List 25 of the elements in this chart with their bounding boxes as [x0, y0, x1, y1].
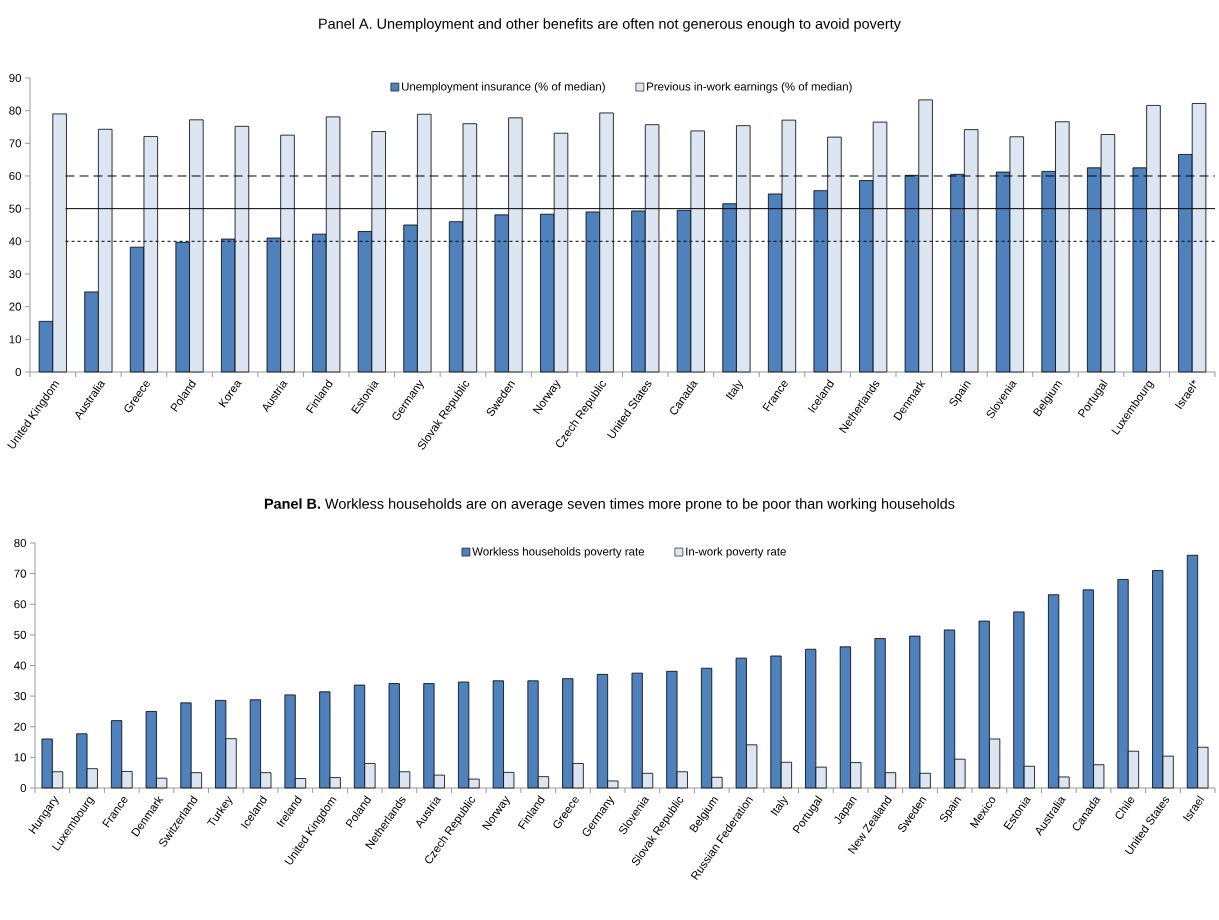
y-tick-label: 90	[9, 73, 22, 83]
y-tick-label: 70	[14, 569, 27, 578]
y-tick-label: 50	[9, 204, 22, 213]
chart-title: Panel A. Unemployment and other benefits are often not generous enough to avoid poverty	[319, 18, 901, 32]
y-tick-label: 10	[9, 335, 22, 344]
y-tick-label: 80	[14, 538, 27, 548]
y-tick-label: 20	[14, 722, 27, 731]
y-tick-label: 40	[14, 661, 27, 670]
y-tick-label: 80	[9, 106, 22, 115]
legend-label: Workless households poverty rate	[472, 547, 645, 558]
legend-label: In-work poverty rate	[686, 547, 786, 558]
y-tick-label: 0	[15, 367, 22, 377]
y-tick-label: 60	[9, 171, 22, 181]
chart-title: Panel B. Workless households are on average seven times more prone to be poor than working households	[264, 498, 955, 512]
y-tick-label: 10	[14, 753, 27, 762]
y-tick-label: 30	[9, 269, 22, 279]
y-tick-label: 20	[9, 302, 22, 311]
y-tick-label: 60	[14, 600, 27, 609]
y-tick-label: 40	[9, 237, 22, 246]
legend-label: Unemployment insurance (% of median)	[402, 82, 605, 93]
y-tick-label: 30	[14, 692, 27, 701]
y-tick-label: 0	[20, 783, 27, 793]
y-tick-label: 70	[9, 139, 22, 148]
legend-label: Previous in-work earnings (% of median)	[647, 82, 852, 93]
y-tick-label: 50	[14, 630, 27, 639]
